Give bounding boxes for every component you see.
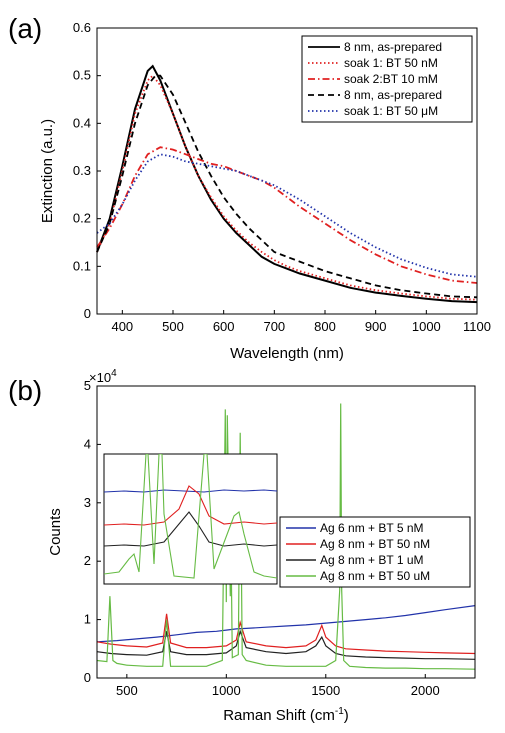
y-tick-label-a: 0.1 bbox=[73, 258, 91, 273]
panel-label-a: (a) bbox=[8, 13, 42, 44]
y-axis-label-a: Extinction (a.u.) bbox=[39, 119, 56, 223]
x-tick-label-a: 1000 bbox=[412, 319, 441, 334]
inset-trace-3 bbox=[104, 454, 277, 579]
y-tick-label-a: 0.3 bbox=[73, 163, 91, 178]
y-tick-label-a: 0.4 bbox=[73, 115, 91, 130]
y-tick-label-b: 5 bbox=[84, 378, 91, 393]
x-tick-label-a: 700 bbox=[263, 319, 285, 334]
plot-frame-b bbox=[96, 385, 476, 679]
multiplier-base: ×10 bbox=[89, 370, 111, 385]
inset-frame bbox=[103, 453, 278, 585]
y-axis-label-b: Counts bbox=[47, 508, 64, 556]
chart-a: 400 500 600 700 800 900 1000 1100 0 0.1 0.2 0.3 0.4 0… bbox=[39, 20, 491, 362]
legend-a: 8 nm, as-prepared soak 1: BT 50 nM soak 2:… bbox=[301, 35, 473, 123]
y-tick-label-b: 1 bbox=[84, 612, 91, 627]
inset-trace-0 bbox=[104, 489, 277, 493]
y-multiplier-b: ×104 bbox=[89, 368, 117, 385]
legend-label-b-0: Ag 6 nm + BT 5 nM bbox=[320, 521, 424, 535]
series-line-a-4 bbox=[96, 153, 478, 278]
x-tick-label-b: 2000 bbox=[411, 683, 440, 698]
x-tick-label-a: 900 bbox=[365, 319, 387, 334]
legend-label-b-2: Ag 8 nm + BT 1 uM bbox=[320, 553, 424, 567]
multiplier-exp: 4 bbox=[111, 368, 117, 379]
y-tick-label-a: 0.5 bbox=[73, 68, 91, 83]
inset-trace-1 bbox=[104, 485, 277, 526]
x-tick-label-a: 1100 bbox=[463, 319, 491, 334]
legend-b: Ag 6 nm + BT 5 nM Ag 8 nm + BT 50 nM Ag 8 … bbox=[279, 516, 471, 588]
x-tick-label-a: 400 bbox=[111, 319, 133, 334]
legend-label-a-1: soak 1: BT 50 nM bbox=[344, 56, 438, 70]
series-line-b-3 bbox=[96, 403, 476, 670]
y-tick-label-a: 0.6 bbox=[73, 20, 91, 35]
panel-label-b: (b) bbox=[8, 375, 42, 406]
y-tick-label-b: 4 bbox=[84, 436, 91, 451]
x-tick-label-a: 800 bbox=[314, 319, 336, 334]
y-tick-label-b: 0 bbox=[84, 670, 91, 685]
legend-label-a-2: soak 2:BT 10 mM bbox=[344, 72, 438, 86]
legend-box-a bbox=[301, 35, 473, 123]
x-axis-label-a: Wavelength (nm) bbox=[230, 345, 344, 362]
series-line-a-3 bbox=[96, 74, 478, 299]
legend-label-b-1: Ag 8 nm + BT 50 nM bbox=[320, 537, 430, 551]
x-tick-label-a: 500 bbox=[162, 319, 184, 334]
series-line-b-0 bbox=[96, 605, 476, 643]
x-tick-label-a: 600 bbox=[213, 319, 235, 334]
series-line-b-1 bbox=[96, 613, 476, 655]
x-tick-label-b: 1500 bbox=[311, 683, 340, 698]
x-tick-label-b: 500 bbox=[116, 683, 138, 698]
series-line-a-2 bbox=[96, 146, 478, 284]
legend-label-b-3: Ag 8 nm + BT 50 uM bbox=[320, 569, 430, 583]
y-tick-label-b: 3 bbox=[84, 495, 91, 510]
series-line-a-0 bbox=[96, 64, 478, 304]
y-tick-label-b: 2 bbox=[84, 553, 91, 568]
legend-label-a-4: soak 1: BT 50 μM bbox=[344, 104, 438, 118]
x-tick-label-b: 1000 bbox=[212, 683, 241, 698]
inset-zoom bbox=[103, 453, 278, 585]
y-tick-label-a: 0.2 bbox=[73, 211, 91, 226]
legend-label-a-3: 8 nm, as-prepared bbox=[344, 88, 442, 102]
x-axis-label-b: Raman Shift (cm-1) bbox=[223, 706, 349, 724]
legend-label-a-0: 8 nm, as-prepared bbox=[344, 40, 442, 54]
y-tick-label-a: 0 bbox=[84, 306, 91, 321]
